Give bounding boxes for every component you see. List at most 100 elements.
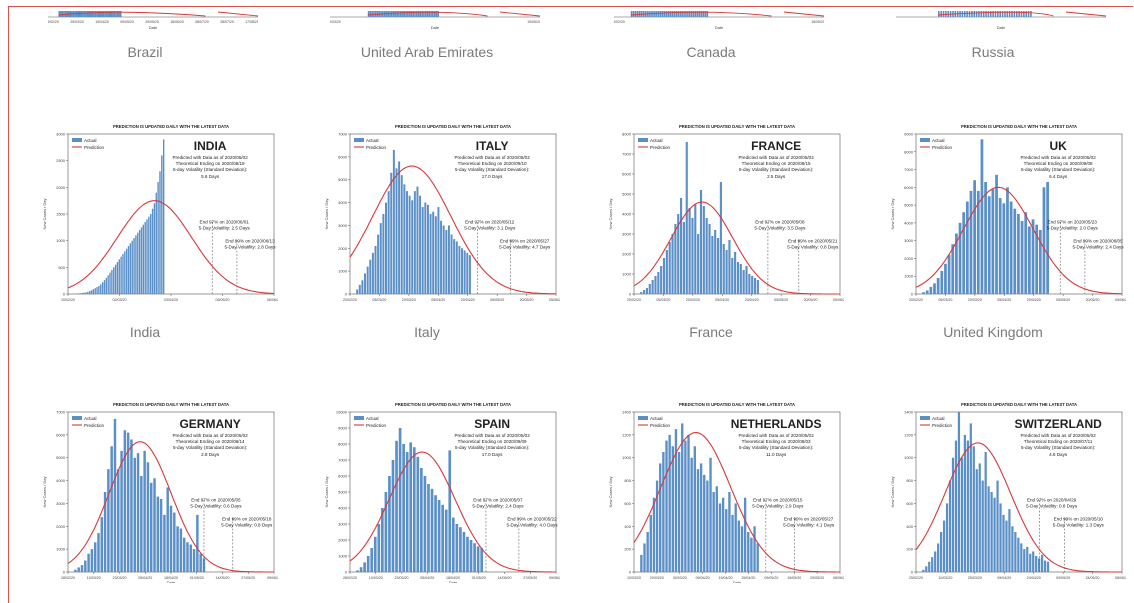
y-tick-label: 0 — [63, 570, 66, 575]
y-tick-label: 2000 — [622, 252, 632, 257]
x-tick-label: 18/04/20 — [164, 576, 178, 580]
x-axis-label: Date — [167, 580, 176, 583]
x-tick-label: 25/02/20 — [909, 576, 923, 580]
bar — [938, 11, 940, 17]
bar — [966, 440, 969, 572]
legend-prediction-label: Prediction — [366, 423, 387, 428]
bar — [143, 450, 146, 572]
bar — [1046, 182, 1049, 294]
bar — [391, 460, 395, 572]
x-tick-label: 14/05/20 — [216, 576, 230, 580]
x-tick-label: 09/06/20 — [267, 576, 278, 580]
bar — [657, 11, 660, 17]
top-strip-chart: 10/03/20 19/05/20 Date — [327, 9, 541, 43]
bar — [395, 440, 398, 572]
bar — [709, 457, 712, 572]
bar — [1001, 11, 1004, 17]
bar — [437, 11, 440, 17]
bar — [408, 195, 411, 294]
bar — [934, 551, 937, 572]
bar — [130, 439, 133, 572]
bar — [98, 286, 100, 294]
bar — [634, 11, 637, 17]
bar — [966, 11, 968, 17]
bar — [186, 542, 189, 572]
predicted-as-of: Predicted with Data as of 2020/05/02 — [1020, 155, 1096, 160]
bar — [462, 532, 466, 572]
bar — [111, 270, 113, 294]
bar — [1004, 11, 1006, 17]
y-tick-label: 500 — [58, 265, 65, 270]
bar — [748, 274, 751, 294]
bar — [708, 224, 711, 294]
bar — [100, 517, 104, 572]
y-axis-label: New Cases / Day — [608, 477, 613, 508]
bar — [442, 225, 445, 294]
bar — [448, 450, 452, 572]
bar — [673, 11, 676, 17]
top-strip-chart: Date — [896, 9, 1107, 43]
y-tick-label: 1200 — [904, 432, 914, 437]
bar — [737, 520, 741, 572]
x-tick-label: 10/02/20 — [61, 298, 75, 302]
bar — [652, 497, 656, 572]
bar — [1008, 509, 1011, 572]
bar — [88, 291, 91, 294]
legend-prediction-label: Prediction — [84, 423, 105, 428]
x-tick-label: 10/03/20 — [627, 576, 641, 580]
bar — [88, 11, 91, 17]
prediction-line — [633, 201, 840, 295]
bar — [1018, 11, 1020, 17]
bar — [662, 258, 666, 294]
bar — [480, 548, 484, 572]
bar — [654, 11, 656, 17]
bar — [1002, 514, 1005, 572]
bar — [1031, 219, 1035, 294]
x-tick-label: 20/03/20 — [968, 298, 982, 302]
bar — [432, 211, 435, 294]
x-tick-label: 10/03/20 — [87, 576, 101, 580]
bar — [153, 478, 156, 572]
predicted-as-of: Predicted with Data as of 2020/05/02 — [454, 433, 530, 438]
bar — [196, 514, 199, 572]
bar — [166, 487, 169, 572]
bar — [83, 292, 85, 294]
bar — [734, 252, 737, 294]
bar — [940, 270, 944, 294]
bar — [412, 447, 416, 572]
bar — [426, 204, 429, 294]
bar — [382, 214, 385, 294]
x-tick-label: 27/05/20 — [523, 576, 537, 580]
legend-actual-swatch — [920, 138, 930, 142]
bar — [94, 288, 96, 294]
bar — [374, 246, 377, 294]
bar — [1023, 11, 1025, 17]
end97-label: End 97% on 2020/05/07 — [473, 498, 523, 503]
prediction-line — [937, 11, 1107, 17]
chart-india: PREDICTION IS UPDATED DAILY WITH THE LAT… — [38, 120, 278, 305]
predicted-as-of: Predicted with Data as of 2020/05/02 — [172, 433, 248, 438]
bar — [971, 11, 973, 17]
tick-label: 10/03/20 — [330, 20, 341, 24]
volatility-value: 2.5 Days — [767, 174, 786, 179]
bar — [649, 514, 652, 572]
volatility-value: 6.4 Days — [1049, 174, 1068, 179]
bar — [671, 234, 674, 294]
bar — [455, 241, 458, 294]
theoretical-ending: Theoretical Ending on 2020/08/19 — [176, 161, 245, 166]
bar — [179, 528, 183, 572]
bar — [430, 488, 434, 572]
bar — [60, 11, 62, 17]
volatility-value: 17.0 Days — [482, 452, 503, 457]
end97-volatility: 5-Day Volatility: 3.1 Days — [464, 226, 516, 231]
bar — [663, 11, 666, 17]
bar — [700, 11, 703, 17]
end99-label: End 99% on 2020/05/27 — [784, 517, 834, 522]
bar — [691, 218, 694, 294]
bar — [936, 278, 940, 294]
end99-volatility: 5-Day Volatility: 1.3 Days — [1053, 523, 1105, 528]
bar — [1023, 549, 1026, 572]
theoretical-ending: Theoretical Ending on 2020/08/03 — [742, 439, 811, 444]
y-tick-label: 5000 — [622, 192, 632, 197]
bar — [153, 203, 156, 294]
